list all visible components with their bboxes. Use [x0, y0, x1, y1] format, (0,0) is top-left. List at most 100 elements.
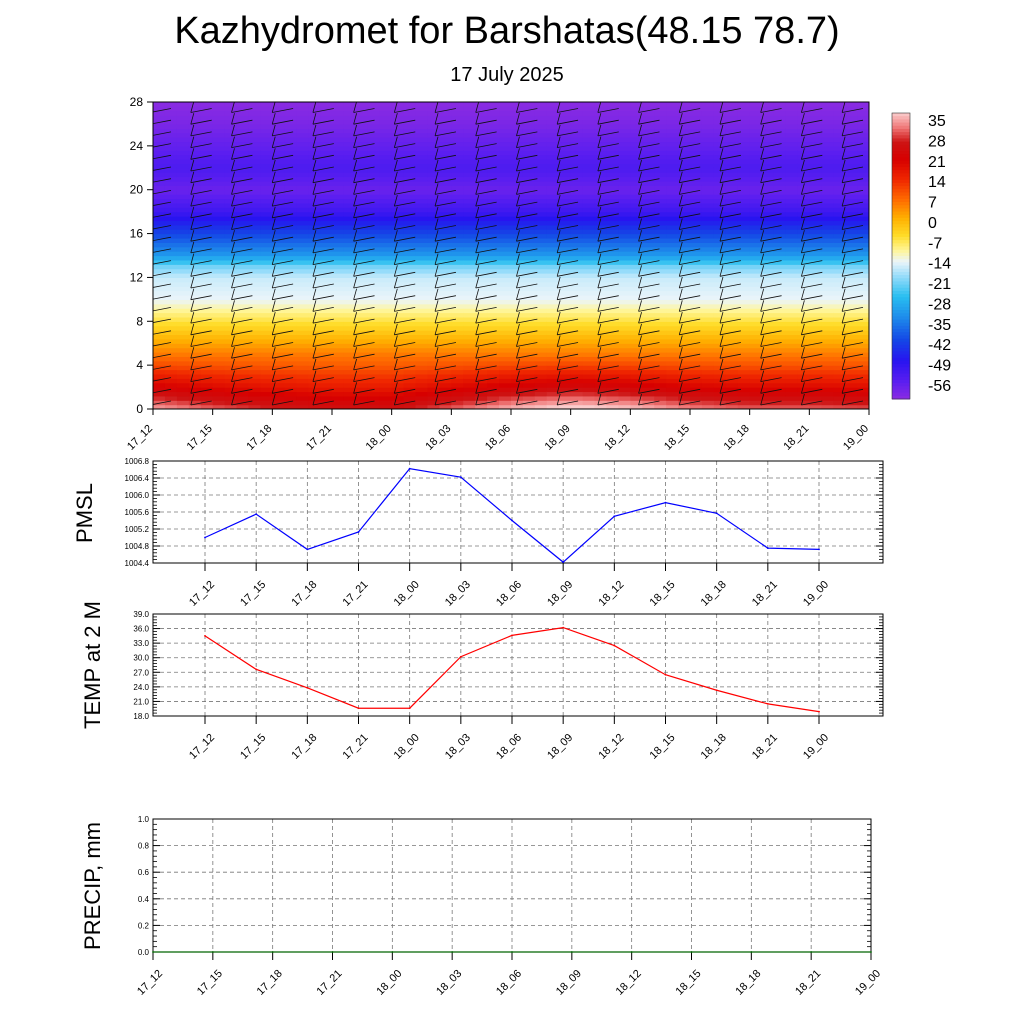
heatmap-cell [332, 347, 345, 353]
heatmap-cell [857, 102, 869, 107]
heatmap-cell [618, 145, 631, 151]
heatmap-cell [224, 150, 238, 156]
heatmap-cell [320, 123, 333, 129]
heatmap-cell [272, 123, 285, 129]
heatmap-cell [296, 207, 309, 213]
wind-barb [638, 260, 660, 265]
heatmap-cell [308, 172, 321, 178]
heatmap-cell [320, 132, 333, 138]
heatmap-cell [499, 316, 512, 322]
heatmap-cell [451, 347, 464, 353]
heatmap-cell [737, 264, 751, 270]
heatmap-cell [546, 198, 560, 204]
heatmap-cell [821, 110, 834, 116]
heatmap-cell [284, 378, 297, 384]
heatmap-cell [618, 268, 631, 274]
heatmap-cell [451, 176, 464, 182]
heatmap-cell [487, 128, 500, 134]
heatmap-cell [821, 224, 834, 230]
heatmap-cell [713, 211, 727, 217]
heatmap-cell [248, 382, 261, 388]
heatmap-cell [200, 189, 214, 195]
heatmap-cell [403, 163, 417, 169]
heatmap-cell [403, 237, 417, 243]
heatmap-cell [451, 211, 464, 217]
wind-barb [760, 393, 765, 406]
heatmap-cell [558, 242, 572, 248]
heatmap-cell [833, 229, 846, 235]
wind-barb [190, 194, 195, 207]
heatmap-cell [284, 395, 297, 401]
heatmap-cell [570, 330, 584, 336]
wind-barb [312, 113, 317, 125]
heatmap-cell [534, 321, 548, 327]
heatmap-cell [558, 325, 572, 331]
heatmap-cell [284, 233, 297, 239]
wind-barb [153, 330, 172, 335]
heatmap-cell [821, 264, 834, 270]
heatmap-cell [809, 338, 822, 344]
heatmap-cell [821, 242, 834, 248]
heatmap-cell [200, 286, 214, 292]
heatmap-cell [427, 347, 440, 353]
heatmap-cell [666, 321, 679, 327]
heatmap-cell [522, 185, 536, 191]
wind-barb [153, 236, 172, 242]
wind-barb [719, 347, 724, 359]
heatmap-cell [570, 404, 584, 409]
heatmap-cell [427, 176, 440, 182]
wind-barb [190, 353, 212, 359]
heatmap-cell [439, 202, 452, 208]
heatmap-cell [296, 242, 309, 248]
heatmap-cell [701, 224, 715, 230]
heatmap-cell [821, 119, 834, 125]
heatmap-cell [642, 343, 655, 349]
heatmap-cell [224, 255, 238, 261]
heatmap-cell [773, 119, 787, 125]
wind-barb [394, 318, 416, 324]
heatmap-cell [260, 229, 273, 235]
heatmap-cell [475, 312, 488, 318]
heatmap-cell [236, 172, 250, 178]
heatmap-cell [725, 163, 739, 169]
heatmap-cell [451, 308, 464, 314]
heatmap-cell [367, 294, 381, 300]
heatmap-cell [558, 233, 572, 239]
heatmap-cell [463, 163, 476, 169]
heatmap-cell [678, 242, 691, 248]
heatmap-cell [737, 286, 751, 292]
heatmap-cell [678, 224, 691, 230]
heatmap-cell [785, 150, 798, 156]
heatmap-cell [594, 233, 608, 239]
heatmap-cell [582, 194, 596, 200]
wind-barb [231, 213, 253, 219]
heatmap-cell [821, 167, 834, 173]
heatmap-cell [511, 395, 524, 401]
heatmap-cell [343, 343, 357, 349]
heatmap-cell [188, 268, 202, 274]
heatmap-cell [176, 334, 190, 340]
wind-barb [271, 347, 276, 359]
wind-barb [393, 113, 398, 125]
heatmap-cell [463, 128, 476, 134]
heatmap-cell [785, 325, 798, 331]
heatmap-cell [200, 321, 214, 327]
heatmap-cell [582, 259, 596, 265]
heatmap-cell [857, 246, 869, 252]
wind-barb [719, 131, 741, 137]
heatmap-cell [761, 325, 775, 331]
heatmap-cell [606, 237, 619, 243]
heatmap-cell [809, 233, 822, 239]
heatmap-cell [308, 281, 321, 287]
heatmap-cell [212, 400, 226, 406]
wind-barb [353, 253, 358, 265]
wind-barb [556, 148, 561, 160]
heatmap-cell [773, 277, 787, 283]
heatmap-cell [164, 316, 178, 322]
heatmap-cell [845, 299, 858, 305]
heatmap-cell [367, 277, 381, 283]
heatmap-cell [737, 198, 751, 204]
wind-barb [597, 248, 619, 254]
heatmap-cell [594, 106, 608, 112]
heatmap-cell [176, 347, 190, 353]
